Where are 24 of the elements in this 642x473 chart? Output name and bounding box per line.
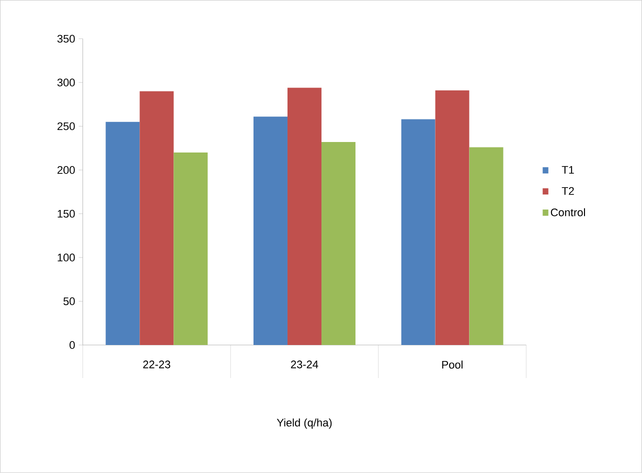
y-tick-label: 350	[57, 34, 75, 43]
y-tick-label: 100	[58, 254, 75, 262]
bar	[401, 119, 436, 346]
y-tick-label: 0	[70, 341, 75, 349]
legend-label: Control	[550, 208, 585, 216]
y-tick-label: 50	[63, 297, 75, 306]
bar	[469, 147, 504, 346]
bar	[106, 122, 140, 346]
y-tick-label: 200	[58, 166, 75, 174]
bar	[321, 142, 356, 346]
y-tick-label: 150	[58, 210, 75, 218]
bar	[287, 88, 322, 346]
y-tick-label: 300	[57, 78, 75, 86]
x-tick-label: 22-23	[143, 360, 170, 368]
legend-label: T1	[562, 166, 574, 174]
y-tick-label: 250	[58, 122, 75, 130]
bar	[140, 91, 174, 346]
bar	[435, 90, 470, 346]
legend-label: T2	[562, 187, 574, 195]
bar	[253, 116, 288, 346]
x-axis-title: Yield (q/ha)	[276, 418, 332, 429]
x-tick-label: 23-24	[291, 360, 318, 368]
bar	[174, 152, 208, 346]
x-tick-label: Pool	[442, 360, 463, 369]
